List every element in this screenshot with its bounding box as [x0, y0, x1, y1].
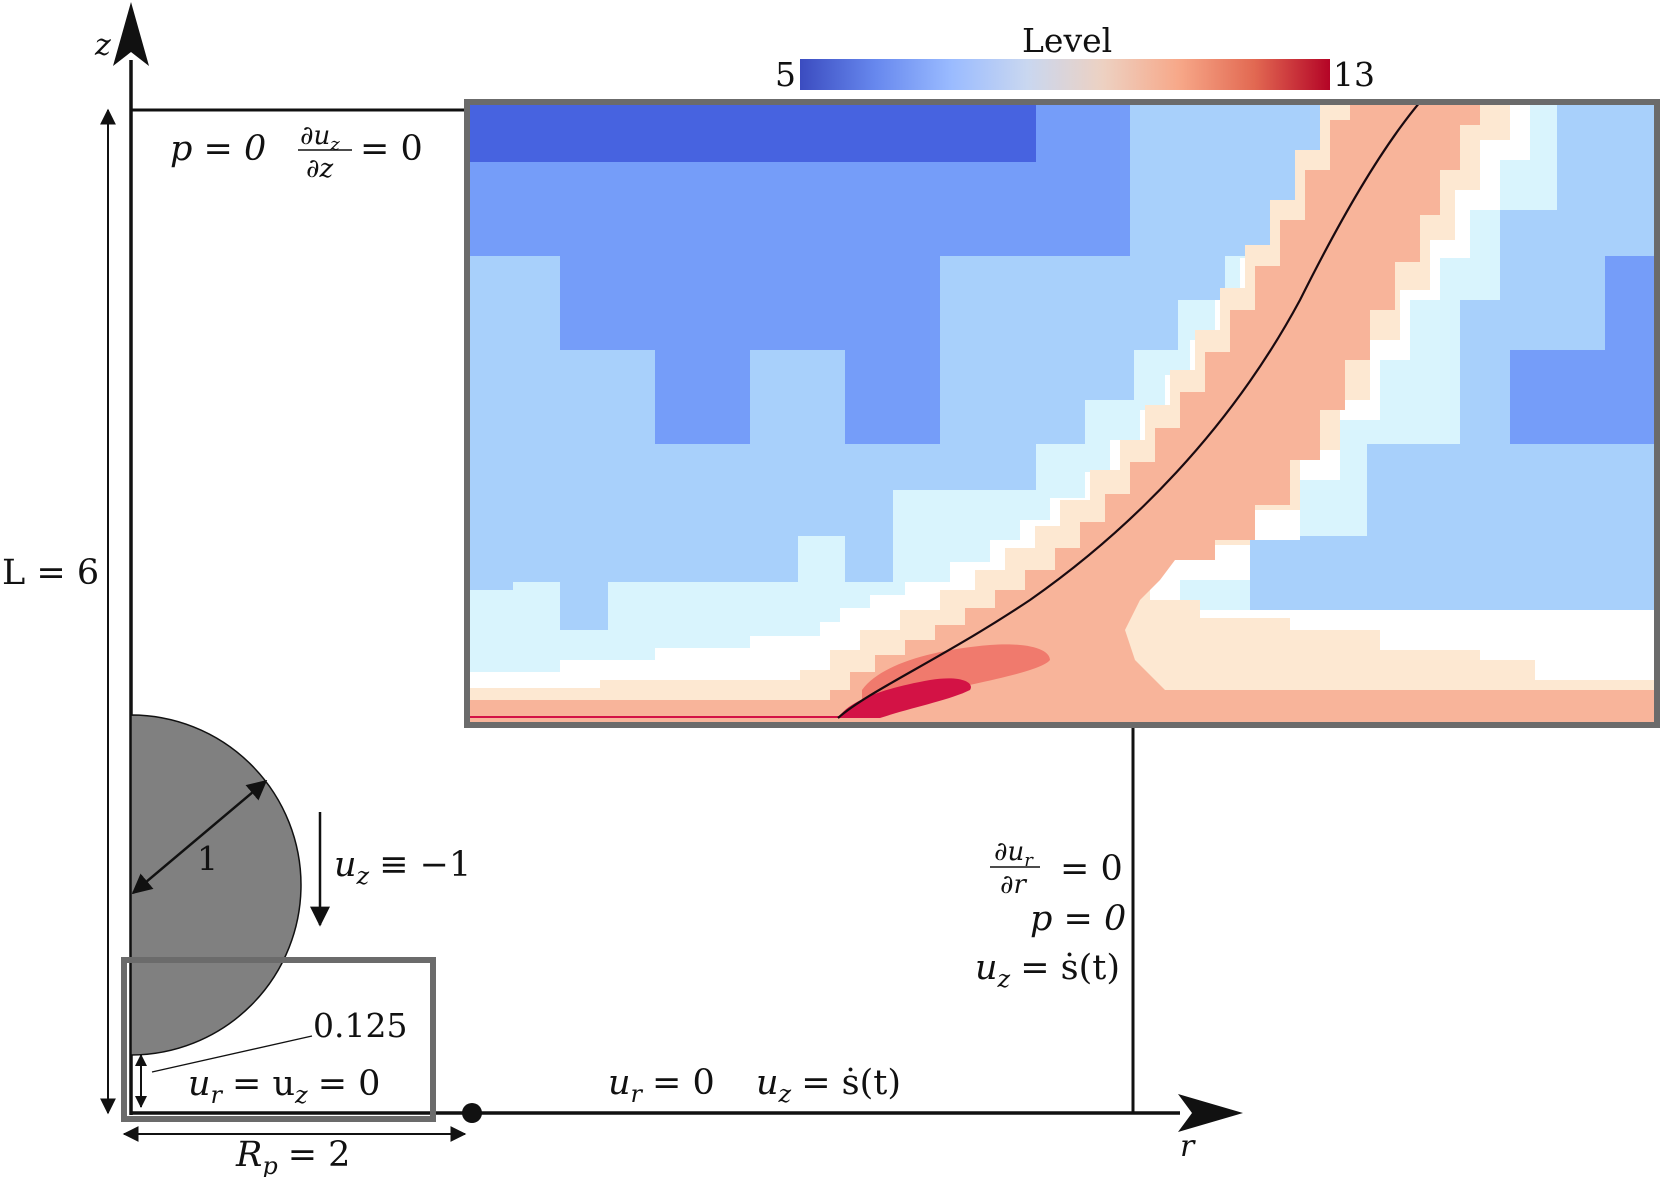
- gap-label: 0.125: [313, 1006, 407, 1045]
- bc-bottom-free-uz: uz = ṡ(t): [756, 1063, 901, 1108]
- svg-text:∂uz: ∂uz: [300, 121, 340, 155]
- colorbar-min-label: 5: [775, 55, 796, 94]
- level-region-13: [467, 102, 1657, 725]
- z-axis-label: z: [94, 28, 111, 63]
- svg-text:∂z: ∂z: [306, 154, 333, 184]
- pipe-radius-label: Rp = 2: [235, 1135, 350, 1177]
- bc-bottom-wall: ur = uz = 0: [188, 1064, 380, 1109]
- sphere-velocity-label: uz ≡ −1: [334, 845, 471, 890]
- interface-curve: [837, 102, 1421, 719]
- bc-right-neumann: ∂ur ∂r = 0: [990, 837, 1123, 900]
- colorbar-title: Level: [1022, 21, 1112, 60]
- inset-frame: [464, 99, 1660, 728]
- bc-right-velocity: uz = ṡ(t): [975, 948, 1120, 993]
- r-axis: [131, 1094, 1243, 1132]
- colorbar-max-label: 13: [1333, 55, 1375, 94]
- bc-top-neumann: ∂uz ∂z = 0: [298, 121, 423, 184]
- gap-leader-line: [151, 1035, 313, 1073]
- pipe-edge-dot: [462, 1103, 482, 1123]
- height-label: L = 6: [2, 553, 99, 593]
- zoom-box: [121, 957, 436, 1122]
- sphere-radius-arrow: [131, 779, 268, 895]
- svg-text:∂ur: ∂ur: [994, 837, 1034, 871]
- bc-top-pressure: p = 0: [170, 129, 266, 169]
- bc-bottom-free-ur: ur = 0: [608, 1063, 715, 1108]
- svg-text:∂r: ∂r: [1000, 870, 1027, 900]
- sphere-radius-label: 1: [197, 839, 218, 878]
- refinement-level-map: [467, 102, 1657, 725]
- level-region-15: [838, 678, 971, 718]
- colorbar: [800, 59, 1330, 90]
- sphere: [130, 714, 302, 1056]
- svg-text:= 0: = 0: [360, 129, 423, 169]
- r-axis-label: r: [1180, 1129, 1196, 1164]
- refinement-inset: [464, 99, 1660, 728]
- level-region-7: [467, 102, 1036, 162]
- bc-right-pressure: p = 0: [1030, 899, 1126, 939]
- svg-text:= 0: = 0: [1060, 849, 1123, 889]
